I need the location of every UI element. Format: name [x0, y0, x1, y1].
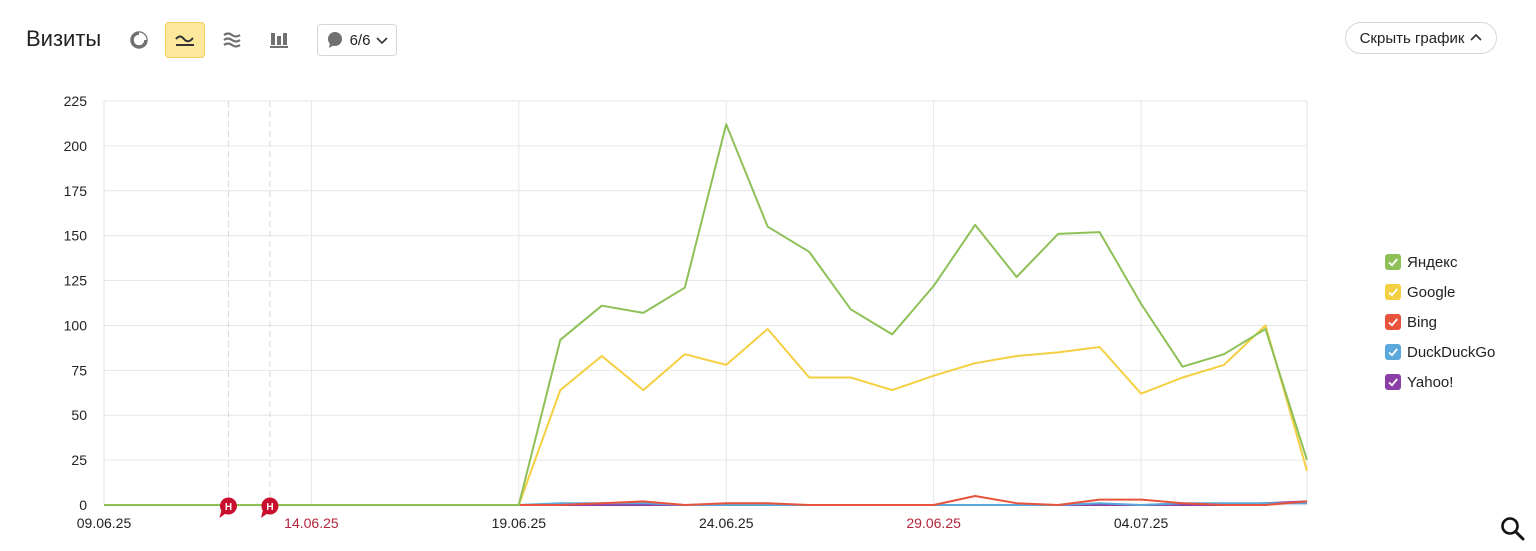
comment-icon: [327, 32, 342, 48]
annotation-marker-tail: [260, 510, 268, 518]
x-tick-label: 14.06.25: [284, 515, 339, 531]
y-axis: 0 25 50 75 100 125 150 175 200 225: [64, 93, 88, 513]
check-icon: [1388, 378, 1398, 387]
y-tick-label: 100: [64, 317, 88, 333]
x-axis: 09.06.25 14.06.25 19.06.25 24.06.25 29.06.25…: [77, 515, 1169, 531]
legend-item[interactable]: DuckDuckGo: [1385, 337, 1495, 367]
annotation-marker-tail: [219, 510, 227, 518]
pie-chart-icon: [130, 31, 148, 49]
legend-label: DuckDuckGo: [1407, 343, 1496, 361]
area-chart-icon: [223, 32, 241, 48]
line-view-button[interactable]: [165, 22, 205, 58]
x-tick-label: 09.06.25: [77, 515, 132, 531]
y-tick-label: 175: [64, 183, 88, 199]
legend-checkbox[interactable]: [1385, 374, 1401, 390]
x-tick-label: 19.06.25: [492, 515, 547, 531]
legend-label: Google: [1407, 283, 1456, 301]
y-tick-label: 125: [64, 273, 88, 289]
legend-item[interactable]: Bing: [1385, 307, 1495, 337]
counter-label: 6/6: [349, 31, 371, 49]
annotations-counter-button[interactable]: 6/6: [317, 24, 397, 56]
check-icon: [1388, 348, 1398, 357]
chart-series: [104, 123, 1308, 506]
legend-checkbox[interactable]: [1385, 284, 1401, 300]
annotation-marker[interactable]: Н: [260, 497, 279, 519]
legend-checkbox[interactable]: [1385, 314, 1401, 330]
chart-grid: [103, 100, 1308, 506]
page-title: Визиты: [26, 26, 102, 51]
chart-header: Визиты 6/6: [0, 0, 1536, 80]
bar-view-button[interactable]: [259, 22, 299, 58]
legend-checkbox[interactable]: [1385, 344, 1401, 360]
x-tick-label: 04.07.25: [1114, 515, 1169, 531]
annotation-marker-bg: [219, 497, 237, 515]
y-tick-label: 25: [71, 452, 87, 468]
legend-item[interactable]: Yahoo!: [1385, 367, 1495, 397]
chevron-down-icon: [376, 37, 388, 45]
x-tick-label: 29.06.25: [906, 515, 961, 531]
annotation-marker-label: Н: [266, 502, 273, 513]
annotation-marker[interactable]: Н: [219, 497, 237, 519]
legend-label: Яндекс: [1407, 253, 1458, 271]
hide-chart-button[interactable]: Скрыть график: [1345, 22, 1497, 54]
y-tick-label: 150: [64, 228, 88, 244]
line-chart-icon: [175, 35, 194, 46]
check-icon: [1388, 288, 1398, 297]
bar-chart-icon: [270, 33, 288, 48]
y-tick-label: 50: [71, 407, 87, 423]
legend-checkbox[interactable]: [1385, 254, 1401, 270]
legend-label: Yahoo!: [1407, 373, 1454, 391]
y-tick-label: 200: [64, 138, 88, 154]
y-tick-label: 225: [64, 93, 88, 109]
legend-item[interactable]: Яндекс: [1385, 247, 1495, 277]
pie-view-button[interactable]: [119, 22, 159, 58]
legend-label: Bing: [1407, 313, 1438, 331]
legend-item[interactable]: Google: [1385, 277, 1495, 307]
chevron-up-icon: [1470, 33, 1482, 41]
search-icon[interactable]: [1500, 516, 1526, 542]
check-icon: [1388, 258, 1398, 267]
x-tick-label: 24.06.25: [699, 515, 754, 531]
series-line-яндекс: [104, 123, 1308, 506]
y-tick-label: 75: [71, 362, 87, 378]
check-icon: [1388, 318, 1398, 327]
annotation-marker-bg: [261, 497, 279, 515]
area-view-button[interactable]: [212, 22, 252, 58]
annotation-lines: [227, 101, 271, 505]
y-tick-label: 0: [79, 497, 87, 513]
hide-chart-label: Скрыть график: [1359, 29, 1465, 47]
annotation-marker-label: Н: [225, 502, 232, 513]
chart-legend: Яндекс Google Bing DuckDuckGo Yahoo!: [1385, 247, 1495, 397]
